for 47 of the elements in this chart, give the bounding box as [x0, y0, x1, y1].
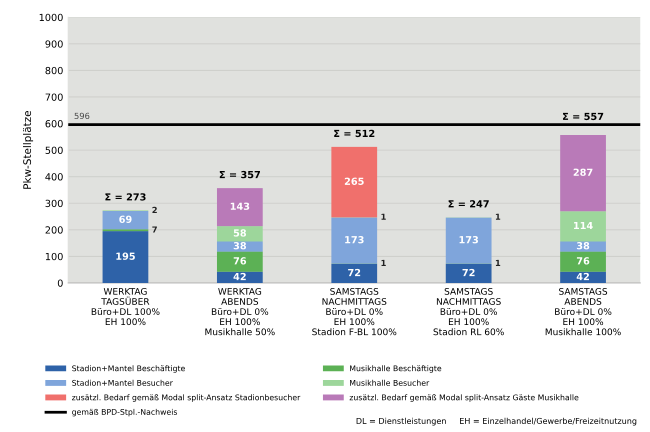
x-tick-label: WERKTAG TAGSÜBER Büro+DL 100% EH 100% — [92, 288, 160, 326]
y-tick-label: 300 — [46, 200, 63, 208]
data-label: 38 — [576, 242, 590, 250]
y-axis-title: Pkw-Stellplätze — [23, 111, 34, 189]
data-label: 72 — [348, 268, 360, 276]
total-label: Σ = 512 — [334, 130, 374, 138]
data-label: 76 — [234, 257, 246, 265]
data-label: 287 — [574, 168, 592, 176]
text: DL = Dienstleistungen EH = Einzelhandel/Gewerbe/Freizeitnutzung — [356, 418, 636, 426]
data-label: 265 — [344, 178, 364, 185]
y-tick-label: 0 — [58, 279, 63, 287]
y-tick-label: 700 — [46, 93, 63, 101]
total-label: Σ = 357 — [220, 170, 260, 178]
data-label: 1 — [382, 260, 386, 266]
x-tick-label: WERKTAG ABENDS Büro+DL 0% EH 100% Musikhalle 50% — [205, 288, 275, 336]
data-label: 58 — [234, 229, 246, 237]
y-tick-label: 200 — [46, 226, 63, 234]
y-tick-label: 1000 — [40, 14, 63, 22]
data-label: 76 — [576, 257, 590, 265]
y-tick-label: 100 — [46, 252, 63, 260]
data-label: 7 — [152, 226, 157, 233]
data-label: 69 — [119, 216, 132, 223]
data-label: 143 — [230, 202, 250, 210]
y-tick-label: 800 — [45, 66, 63, 74]
data-label: 38 — [234, 242, 246, 250]
data-label: 42 — [576, 272, 589, 280]
data-label: 1 — [382, 214, 386, 220]
x-tick-label: SAMSTAGS ABENDS Büro+DL 0% EH 100% Musikhalle 100% — [546, 288, 621, 336]
data-label: 1 — [496, 260, 500, 266]
y-tick-label: 600 — [46, 120, 63, 128]
total-label: Σ = 273 — [105, 193, 146, 201]
data-label: 195 — [116, 252, 135, 260]
x-tick-label: SAMSTAGS NACHMITTAGS Büro+DL 0% EH 100% Stadion RL 60% — [434, 288, 504, 336]
total-label: Σ = 557 — [563, 112, 604, 120]
y-tick-label: 900 — [45, 40, 63, 48]
x-tick-label: SAMSTAGS NACHMITTAGS Büro+DL 0% EH 100% Stadion F-BL 100% — [312, 288, 396, 336]
ref-line-label: 596 — [74, 112, 90, 120]
data-label: 42 — [234, 272, 246, 280]
data-label: 72 — [462, 268, 475, 276]
data-label: 114 — [574, 222, 593, 230]
data-label: 173 — [345, 236, 364, 244]
data-label: 173 — [460, 236, 478, 244]
total-label: Σ = 247 — [448, 200, 489, 208]
y-tick-label: 500 — [46, 146, 63, 154]
data-label: 2 — [152, 206, 157, 213]
y-tick-label: 400 — [45, 173, 63, 181]
data-label: 1 — [496, 214, 500, 220]
